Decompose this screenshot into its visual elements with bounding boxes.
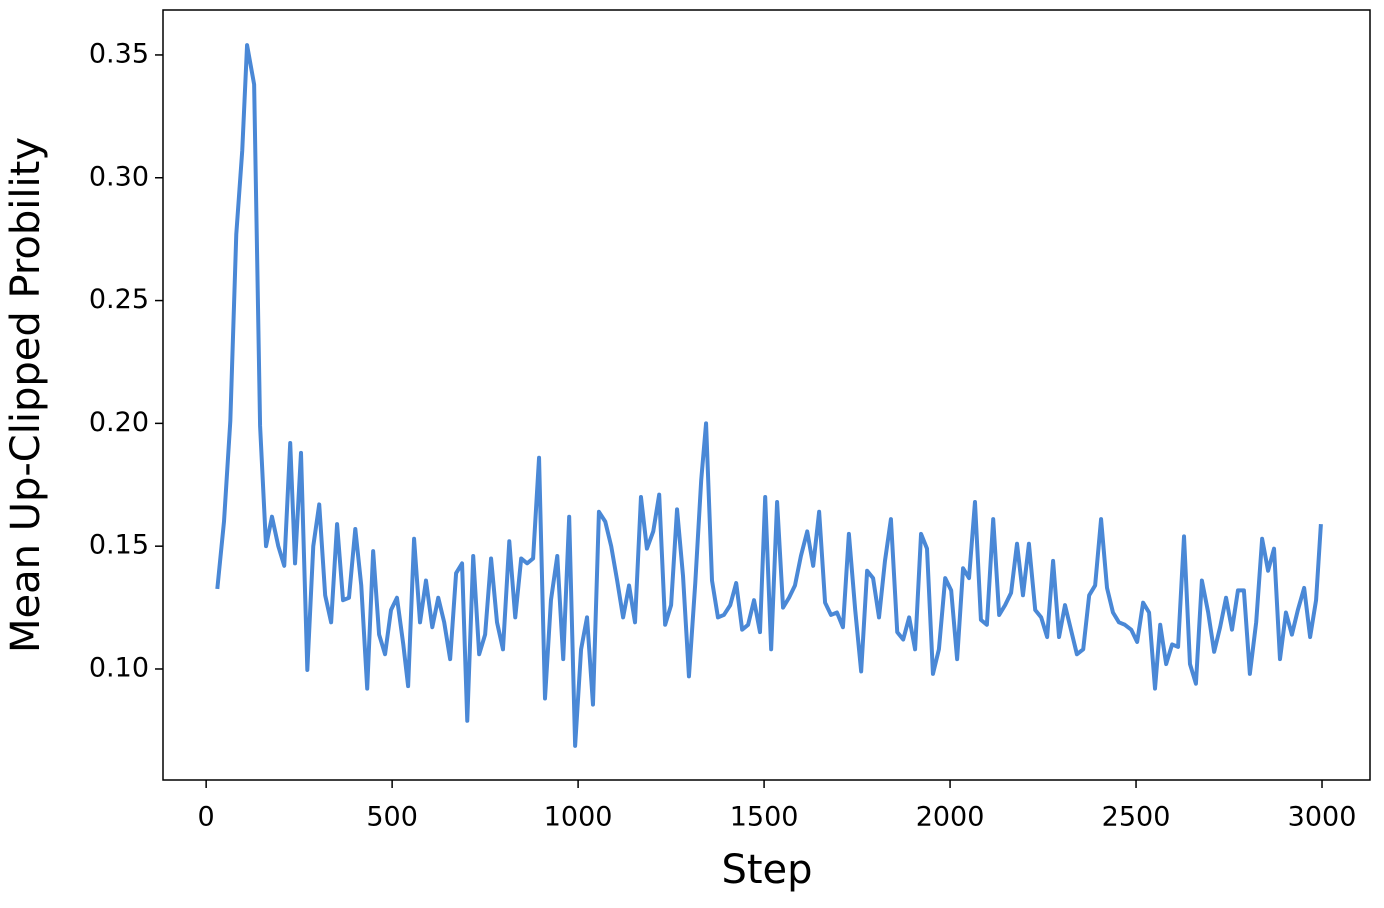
y-tick-label: 0.35: [89, 38, 149, 69]
x-tick-label: 0: [198, 802, 215, 833]
x-tick-label: 1500: [730, 802, 799, 833]
y-tick-label: 0.20: [89, 407, 149, 438]
x-tick-label: 3000: [1288, 802, 1357, 833]
x-axis-label: Step: [721, 847, 812, 893]
y-tick-label: 0.15: [89, 530, 149, 561]
plot-frame: [162, 9, 1371, 781]
x-tick-label: 2500: [1102, 802, 1171, 833]
y-axis-label: Mean Up-Clipped Probility: [3, 137, 49, 653]
y-tick-label: 0.10: [89, 652, 149, 683]
y-tick-label: 0.25: [89, 284, 149, 315]
x-tick-label: 500: [366, 802, 418, 833]
data-line: [215, 43, 1323, 748]
x-tick-label: 2000: [916, 802, 985, 833]
y-tick-label: 0.30: [89, 161, 149, 192]
x-tick-label: 1000: [544, 802, 613, 833]
